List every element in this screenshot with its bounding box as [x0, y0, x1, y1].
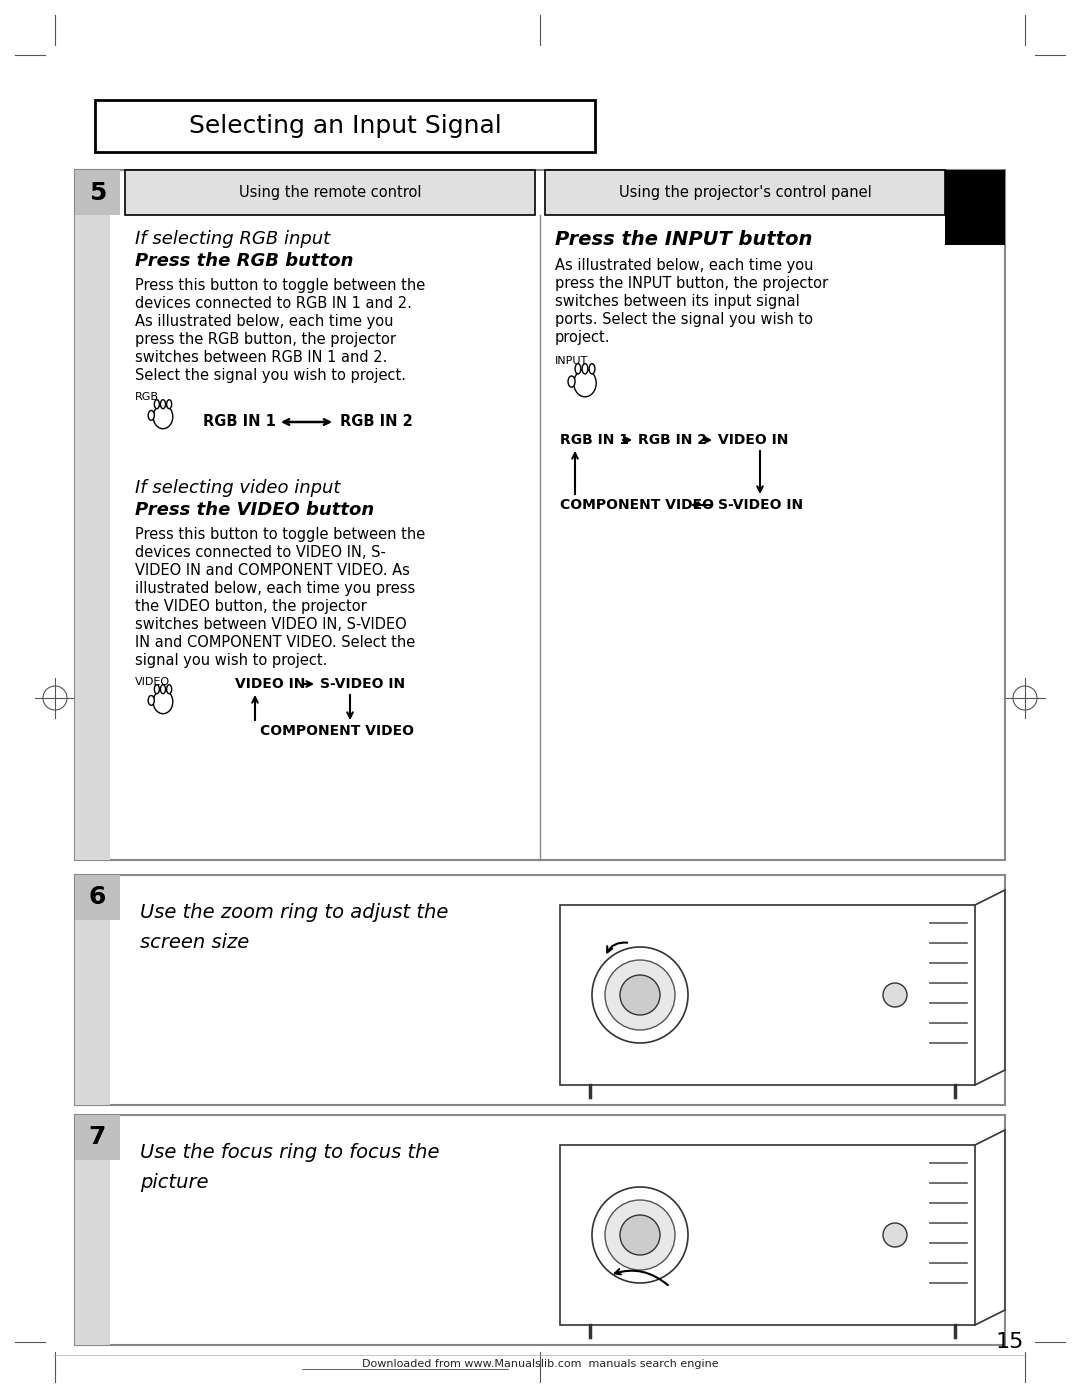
Ellipse shape — [148, 411, 154, 420]
Bar — [75, 170, 110, 861]
Bar — [125, 170, 535, 215]
Text: Press this button to toggle between the: Press this button to toggle between the — [135, 278, 426, 293]
Ellipse shape — [575, 363, 581, 374]
Text: RGB IN 1: RGB IN 1 — [203, 415, 275, 429]
Bar — [75, 1115, 1005, 1345]
Text: picture: picture — [140, 1173, 208, 1192]
Ellipse shape — [154, 685, 160, 694]
Text: Press this button to toggle between the: Press this button to toggle between the — [135, 527, 426, 542]
Ellipse shape — [153, 405, 173, 429]
Text: COMPONENT VIDEO: COMPONENT VIDEO — [260, 724, 414, 738]
Text: VIDEO: VIDEO — [135, 678, 171, 687]
Text: press the RGB button, the projector: press the RGB button, the projector — [135, 332, 396, 346]
Text: Downloaded from www.Manualslib.com  manuals search engine: Downloaded from www.Manualslib.com manua… — [362, 1359, 718, 1369]
Text: Select the signal you wish to project.: Select the signal you wish to project. — [135, 367, 406, 383]
Text: Use the zoom ring to adjust the: Use the zoom ring to adjust the — [140, 902, 448, 922]
Text: project.: project. — [555, 330, 610, 345]
Text: If selecting RGB input: If selecting RGB input — [135, 231, 330, 249]
Text: COMPONENT VIDEO: COMPONENT VIDEO — [561, 497, 714, 511]
Text: 15: 15 — [996, 1331, 1024, 1352]
Text: switches between RGB IN 1 and 2.: switches between RGB IN 1 and 2. — [135, 351, 388, 365]
Circle shape — [592, 947, 688, 1044]
Text: switches between its input signal: switches between its input signal — [555, 293, 800, 309]
Text: 7: 7 — [89, 1126, 106, 1150]
Text: VIDEO IN: VIDEO IN — [235, 678, 306, 692]
Text: devices connected to VIDEO IN, S-: devices connected to VIDEO IN, S- — [135, 545, 386, 560]
Bar — [545, 170, 945, 215]
Ellipse shape — [166, 685, 172, 694]
Text: RGB IN 1: RGB IN 1 — [561, 433, 629, 447]
Text: 5: 5 — [89, 180, 106, 204]
Text: Using the remote control: Using the remote control — [239, 184, 421, 200]
Text: As illustrated below, each time you: As illustrated below, each time you — [555, 258, 813, 272]
Text: INPUT: INPUT — [555, 356, 589, 366]
Text: S-VIDEO IN: S-VIDEO IN — [320, 678, 405, 692]
Ellipse shape — [148, 696, 154, 705]
Bar — [75, 1115, 120, 1160]
Text: 6: 6 — [89, 886, 106, 909]
Circle shape — [883, 1222, 907, 1248]
Text: devices connected to RGB IN 1 and 2.: devices connected to RGB IN 1 and 2. — [135, 296, 411, 312]
Text: VIDEO IN: VIDEO IN — [718, 433, 788, 447]
Text: the VIDEO button, the projector: the VIDEO button, the projector — [135, 599, 367, 615]
Text: RGB: RGB — [135, 393, 159, 402]
Circle shape — [620, 975, 660, 1016]
Bar — [75, 170, 1005, 861]
Text: IN and COMPONENT VIDEO. Select the: IN and COMPONENT VIDEO. Select the — [135, 636, 415, 650]
Text: VIDEO IN and COMPONENT VIDEO. As: VIDEO IN and COMPONENT VIDEO. As — [135, 563, 410, 578]
Text: Selecting an Input Signal: Selecting an Input Signal — [189, 115, 501, 138]
Ellipse shape — [568, 376, 575, 387]
Text: RGB IN 2: RGB IN 2 — [638, 433, 707, 447]
Bar — [95, 101, 595, 152]
Bar — [75, 170, 120, 215]
Text: Using the projector's control panel: Using the projector's control panel — [619, 184, 872, 200]
Bar — [561, 905, 975, 1085]
Text: switches between VIDEO IN, S-VIDEO: switches between VIDEO IN, S-VIDEO — [135, 617, 407, 631]
Ellipse shape — [590, 363, 595, 374]
Text: press the INPUT button, the projector: press the INPUT button, the projector — [555, 277, 828, 291]
Circle shape — [605, 960, 675, 1030]
Text: ports. Select the signal you wish to: ports. Select the signal you wish to — [555, 312, 813, 327]
Ellipse shape — [153, 690, 173, 714]
Ellipse shape — [582, 363, 588, 374]
Circle shape — [620, 1215, 660, 1255]
Ellipse shape — [166, 400, 172, 409]
Ellipse shape — [161, 685, 165, 694]
Bar — [75, 875, 110, 1105]
Circle shape — [605, 1200, 675, 1270]
Text: screen size: screen size — [140, 933, 249, 951]
Ellipse shape — [154, 400, 160, 409]
Text: RGB IN 2: RGB IN 2 — [340, 415, 413, 429]
Circle shape — [592, 1187, 688, 1282]
Text: Press the INPUT button: Press the INPUT button — [555, 231, 812, 249]
Ellipse shape — [161, 400, 165, 409]
Text: If selecting video input: If selecting video input — [135, 479, 340, 497]
Text: S-VIDEO IN: S-VIDEO IN — [718, 497, 804, 511]
Text: signal you wish to project.: signal you wish to project. — [135, 652, 327, 668]
Text: As illustrated below, each time you: As illustrated below, each time you — [135, 314, 393, 330]
Text: Press the VIDEO button: Press the VIDEO button — [135, 502, 375, 520]
Circle shape — [883, 983, 907, 1007]
Bar — [561, 1146, 975, 1324]
Text: Use the focus ring to focus the: Use the focus ring to focus the — [140, 1143, 440, 1162]
Bar — [945, 170, 1005, 244]
Bar — [75, 875, 1005, 1105]
Ellipse shape — [573, 370, 596, 397]
Text: Press the RGB button: Press the RGB button — [135, 251, 353, 270]
Bar — [75, 1115, 110, 1345]
Text: illustrated below, each time you press: illustrated below, each time you press — [135, 581, 415, 597]
Bar — [75, 875, 120, 921]
